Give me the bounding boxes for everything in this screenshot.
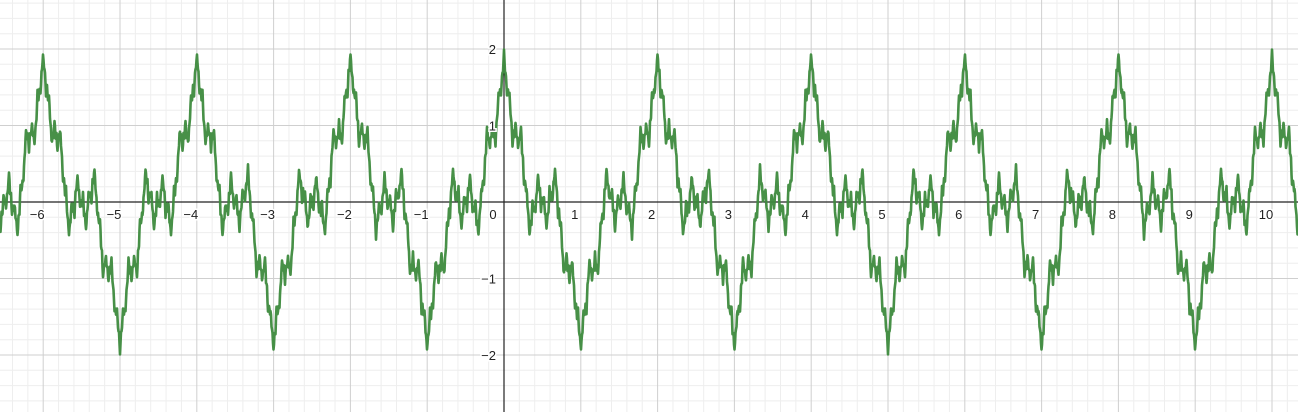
series-line bbox=[0, 48, 1298, 356]
y-tick-label: 1 bbox=[489, 119, 496, 134]
y-tick-labels: −2 −1 1 2 bbox=[480, 41, 498, 365]
x-tick-label: −5 bbox=[107, 207, 122, 222]
x-tick-label: 9 bbox=[1186, 207, 1193, 222]
x-tick-label: 10 bbox=[1259, 207, 1273, 222]
y-tick-label: 2 bbox=[489, 42, 496, 57]
x-tick-label: 0 bbox=[489, 207, 496, 222]
x-tick-label: −6 bbox=[30, 207, 45, 222]
x-tick-label: −4 bbox=[183, 207, 198, 222]
x-tick-label: −2 bbox=[337, 207, 352, 222]
x-tick-label: 7 bbox=[1032, 207, 1039, 222]
x-tick-label: 8 bbox=[1109, 207, 1116, 222]
y-tick-label: −1 bbox=[481, 272, 496, 287]
x-tick-label: 6 bbox=[955, 207, 962, 222]
x-tick-label: 1 bbox=[571, 207, 578, 222]
x-tick-labels: −6 −5 −4 −3 −2 −1 0 1 2 3 4 5 6 7 8 9 10 bbox=[28, 206, 1274, 224]
x-tick-label: 4 bbox=[802, 207, 809, 222]
x-tick-label: 5 bbox=[878, 207, 885, 222]
curve-layer bbox=[0, 48, 1298, 356]
x-tick-label: 2 bbox=[648, 207, 655, 222]
x-tick-label: −1 bbox=[414, 207, 429, 222]
y-tick-label: −2 bbox=[481, 348, 496, 363]
x-tick-label: 3 bbox=[725, 207, 732, 222]
x-tick-label: −3 bbox=[260, 207, 275, 222]
